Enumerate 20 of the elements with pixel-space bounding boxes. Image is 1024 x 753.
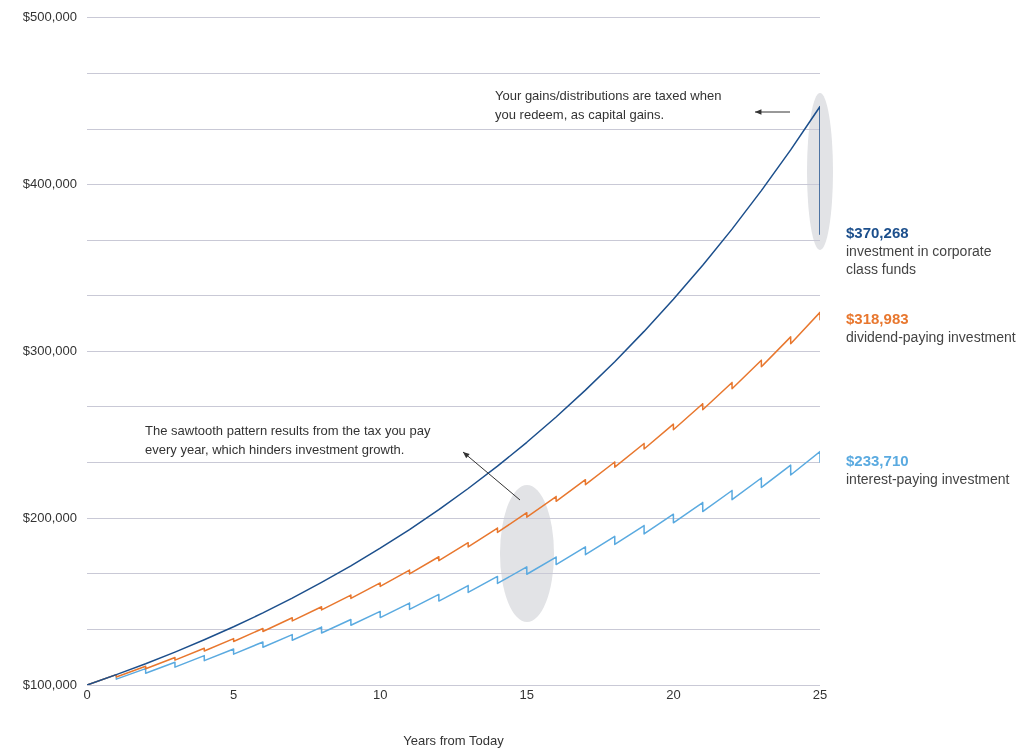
data-label: $233,710 xyxy=(846,451,910,470)
y-tick-label: $500,000 xyxy=(22,9,77,25)
annotation: The sawtooth pattern results from the tax you pay every year, which hinders investment growth. xyxy=(145,422,432,459)
x-tick-label: 0 xyxy=(83,687,91,703)
y-tick-label: $100,000 xyxy=(22,676,77,692)
x-tick-label: 15 xyxy=(519,687,535,703)
y-tick-label: $200,000 xyxy=(22,509,77,525)
x-tick-label: 25 xyxy=(812,687,828,703)
y-tick-label: $400,000 xyxy=(22,176,77,192)
series-label: interest-paying investment xyxy=(846,469,1011,488)
series-label: dividend-paying investment xyxy=(846,327,1017,346)
x-tick-label: 20 xyxy=(666,687,681,703)
annotation: Your gains/distributions are taxed when you redeem, as capital gains. xyxy=(495,87,723,124)
y-tick-label: $300,000 xyxy=(22,342,77,358)
x-axis-title: Years from Today xyxy=(403,732,505,748)
x-tick-label: 10 xyxy=(372,687,388,703)
data-label: $318,983 xyxy=(846,309,910,328)
series-label: investment in corporate class funds xyxy=(846,242,993,279)
data-label: $370,268 xyxy=(846,224,910,243)
x-tick-label: 5 xyxy=(229,687,238,703)
